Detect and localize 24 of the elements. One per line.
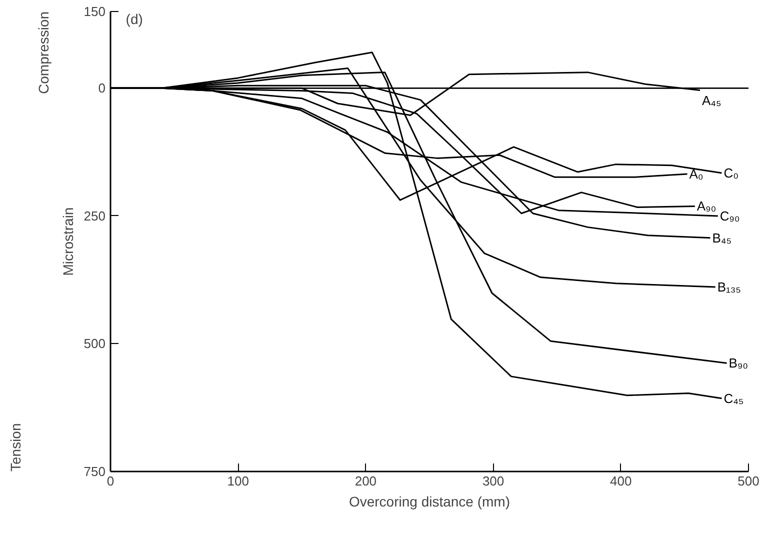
series-label: B₉₀ xyxy=(728,356,748,371)
y-axis-title: Microstrain xyxy=(60,207,76,276)
y-tick-label: 150 xyxy=(84,4,106,19)
y-tick-label: 750 xyxy=(84,464,106,479)
x-tick-label: 200 xyxy=(354,474,377,488)
x-tick-label: 300 xyxy=(482,474,504,488)
y-tick-label: 0 xyxy=(98,80,106,96)
series-label: C₀ xyxy=(724,166,738,181)
series-label: B₁₃₅ xyxy=(717,279,741,294)
series-label: B₄₅ xyxy=(712,230,732,246)
series-label: A₉₀ xyxy=(696,198,716,214)
text: Compression xyxy=(36,11,52,94)
x-tick-label: 400 xyxy=(610,474,632,488)
series-label: C₉₀ xyxy=(720,208,740,224)
x-tick-label: 100 xyxy=(227,474,249,488)
text: Tension xyxy=(8,423,24,472)
y-tick-label: 500 xyxy=(84,336,106,352)
annotation: (d) xyxy=(126,11,143,28)
series-label: A₄₅ xyxy=(702,93,722,108)
series-label: C₄₅ xyxy=(724,390,744,406)
y-tick-label: 250 xyxy=(84,208,106,224)
x-tick-label: 500 xyxy=(738,474,760,488)
x-axis-title: Overcoring distance (mm) xyxy=(348,494,510,510)
series-label: A₀ xyxy=(689,166,704,182)
